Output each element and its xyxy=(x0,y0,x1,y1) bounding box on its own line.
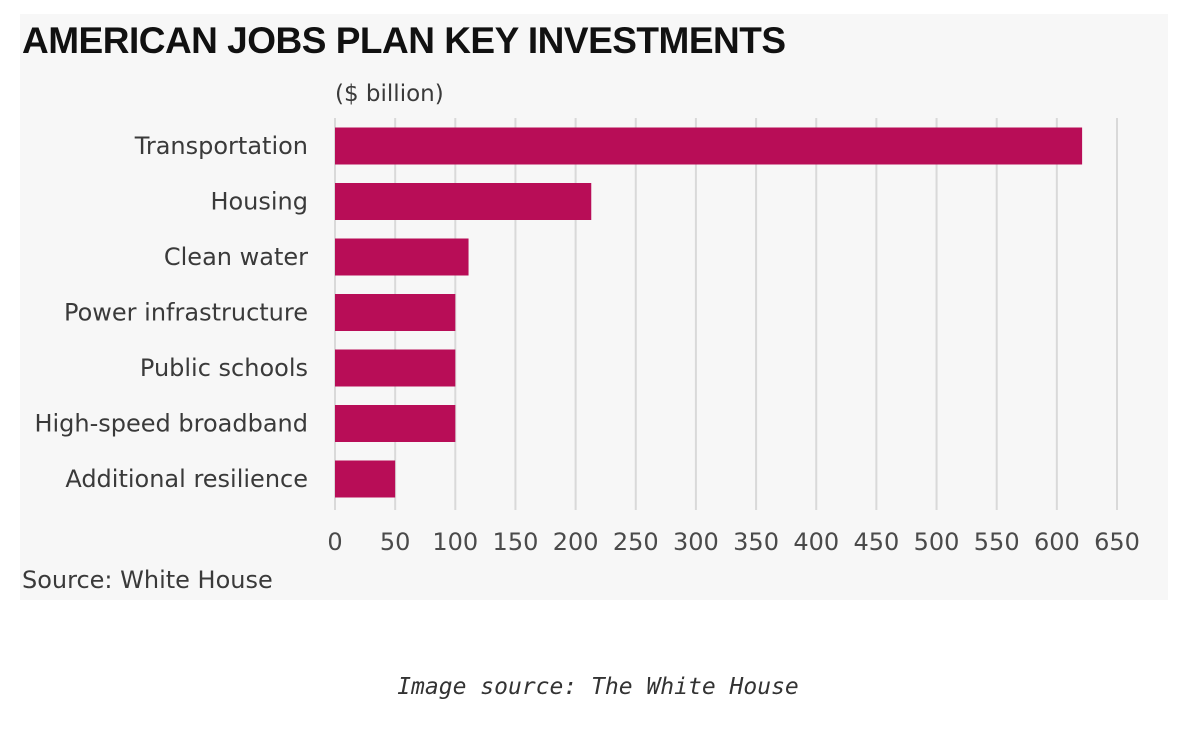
category-label: High-speed broadband xyxy=(34,410,308,438)
x-tick-label: 400 xyxy=(793,528,839,556)
category-label: Additional resilience xyxy=(65,465,308,493)
unit-label: ($ billion) xyxy=(335,81,444,107)
x-tick-label: 0 xyxy=(327,528,342,556)
category-label: Public schools xyxy=(140,354,308,382)
x-tick-label: 150 xyxy=(493,528,539,556)
bar xyxy=(335,127,1083,165)
bar xyxy=(335,183,592,220)
chart-title: AMERICAN JOBS PLAN KEY INVESTMENTS xyxy=(22,20,786,61)
x-tick-label: 200 xyxy=(553,528,599,556)
x-tick-label: 450 xyxy=(853,528,899,556)
x-tick-label: 350 xyxy=(733,528,779,556)
bar xyxy=(335,405,456,442)
chart-panel xyxy=(20,14,1168,600)
x-tick-label: 550 xyxy=(974,528,1020,556)
category-label: Clean water xyxy=(164,243,308,271)
x-tick-label: 100 xyxy=(432,528,478,556)
x-tick-label: 650 xyxy=(1094,528,1140,556)
bar xyxy=(335,294,456,331)
x-tick-label: 500 xyxy=(914,528,960,556)
x-tick-label: 600 xyxy=(1034,528,1080,556)
x-tick-label: 300 xyxy=(673,528,719,556)
bar xyxy=(335,460,396,498)
category-label: Housing xyxy=(210,188,308,216)
image-caption: Image source: The White House xyxy=(397,674,799,700)
x-tick-label: 50 xyxy=(380,528,411,556)
x-tick-label: 250 xyxy=(613,528,659,556)
chart-source: Source: White House xyxy=(22,566,273,594)
bar xyxy=(335,349,456,387)
category-label: Power infrastructure xyxy=(64,299,308,327)
bar-chart: ($ billion) 0 50 100 150 200 250 300 350 400 450 50… xyxy=(34,81,1140,556)
category-label: Transportation xyxy=(134,132,308,160)
bar xyxy=(335,238,469,276)
